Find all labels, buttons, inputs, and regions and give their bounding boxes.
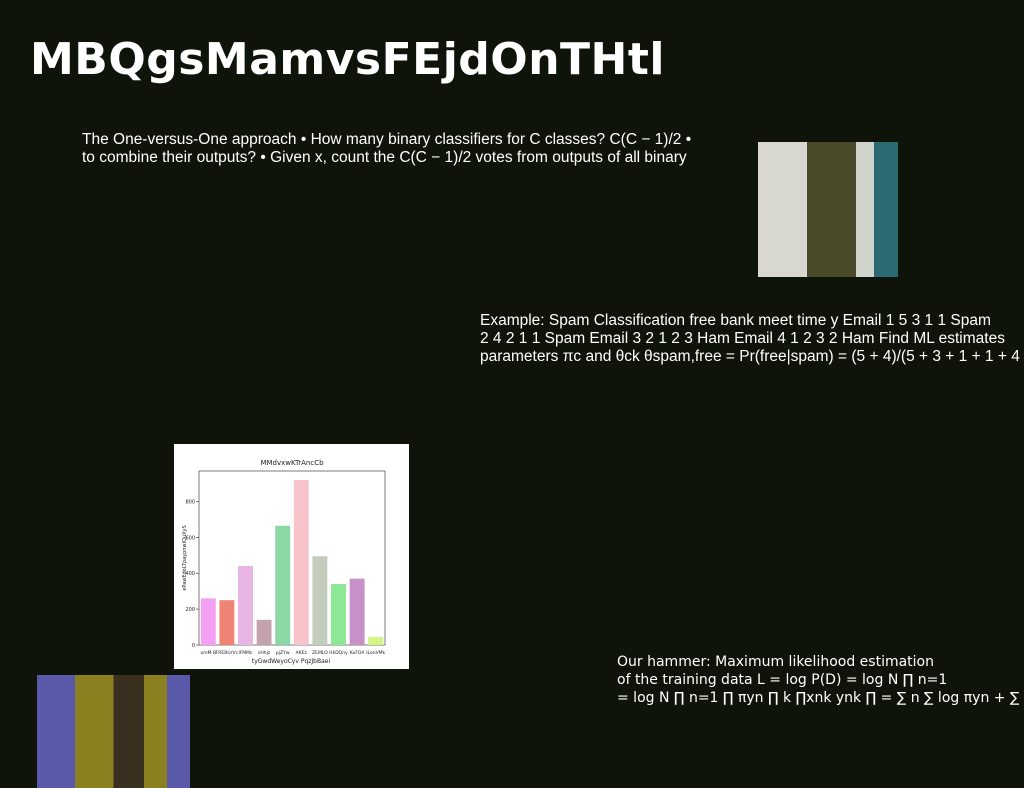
x-tick-label: omM B xyxy=(201,650,217,656)
bar xyxy=(349,578,365,645)
x-tick-label: AKEz xyxy=(296,650,308,656)
y-tick-label: 200 xyxy=(185,607,195,613)
photo-door xyxy=(758,142,898,277)
bar xyxy=(368,636,384,645)
bar xyxy=(293,479,309,645)
bar xyxy=(331,584,346,645)
x-tick-label: pjZYw xyxy=(276,650,290,656)
x-tick-label: sHhjz xyxy=(258,650,271,656)
bar xyxy=(275,525,291,645)
plot-frame xyxy=(198,470,386,646)
bar xyxy=(312,556,328,645)
bar xyxy=(256,619,272,645)
paragraph: Example: Spam Classification free bank m… xyxy=(480,312,1020,366)
text-line: The One-versus-One approach • How many b… xyxy=(82,131,692,148)
x-tick-label: KuFOA xyxy=(350,650,366,656)
text-line: Our hammer: Maximum likelihood estimatio… xyxy=(617,654,934,670)
x-tick-label: ILonVMk xyxy=(366,650,385,656)
text-line: parameters πc and θck θspam,free = Pr(fr… xyxy=(480,348,1020,365)
bar xyxy=(219,600,235,645)
text-line: 2 4 2 1 1 Spam Email 3 2 1 2 3 Ham Email… xyxy=(480,330,1005,347)
y-tick-label: 400 xyxy=(185,571,195,577)
text-line: of the training data L = log P(D) = log … xyxy=(617,672,948,688)
text-line: to combine their outputs? • Given x, cou… xyxy=(82,149,687,166)
text-line: Example: Spam Classification free bank m… xyxy=(480,312,991,329)
slide-title: MBQgsMamvsFEjdOnTHtl xyxy=(30,34,665,85)
y-tick-label: 0 xyxy=(192,643,195,649)
y-axis-label: ePawEdoLTpaypnwIQuXyS xyxy=(182,525,188,590)
photo-person xyxy=(37,675,190,788)
paragraph: The One-versus-One approach • How many b… xyxy=(82,131,691,167)
x-tick-label: FREBUrVc xyxy=(216,650,239,656)
bar xyxy=(238,566,253,645)
x-tick-label: ZEMLO xyxy=(312,650,328,656)
x-tick-label: IHiDQny xyxy=(329,650,348,656)
text-line: = log N ∏ n=1 ∏ πyn ∏ k ∏xnk ynk ∏ = ∑ n… xyxy=(617,690,1024,706)
x-tick-label: lFMMc xyxy=(238,650,253,656)
paragraph: Our hammer: Maximum likelihood estimatio… xyxy=(617,653,1024,707)
y-tick-label: 800 xyxy=(185,499,195,505)
chart: MMdvxwKTrAncCb tyGwdWeyoCyv PqzJbBaei eP… xyxy=(174,444,409,669)
chart-title: MMdvxwKTrAncCb xyxy=(260,459,324,467)
x-axis-label: tyGwdWeyoCyv PqzJbBaei xyxy=(252,658,331,665)
bar xyxy=(200,598,216,645)
y-tick-label: 600 xyxy=(185,535,195,541)
